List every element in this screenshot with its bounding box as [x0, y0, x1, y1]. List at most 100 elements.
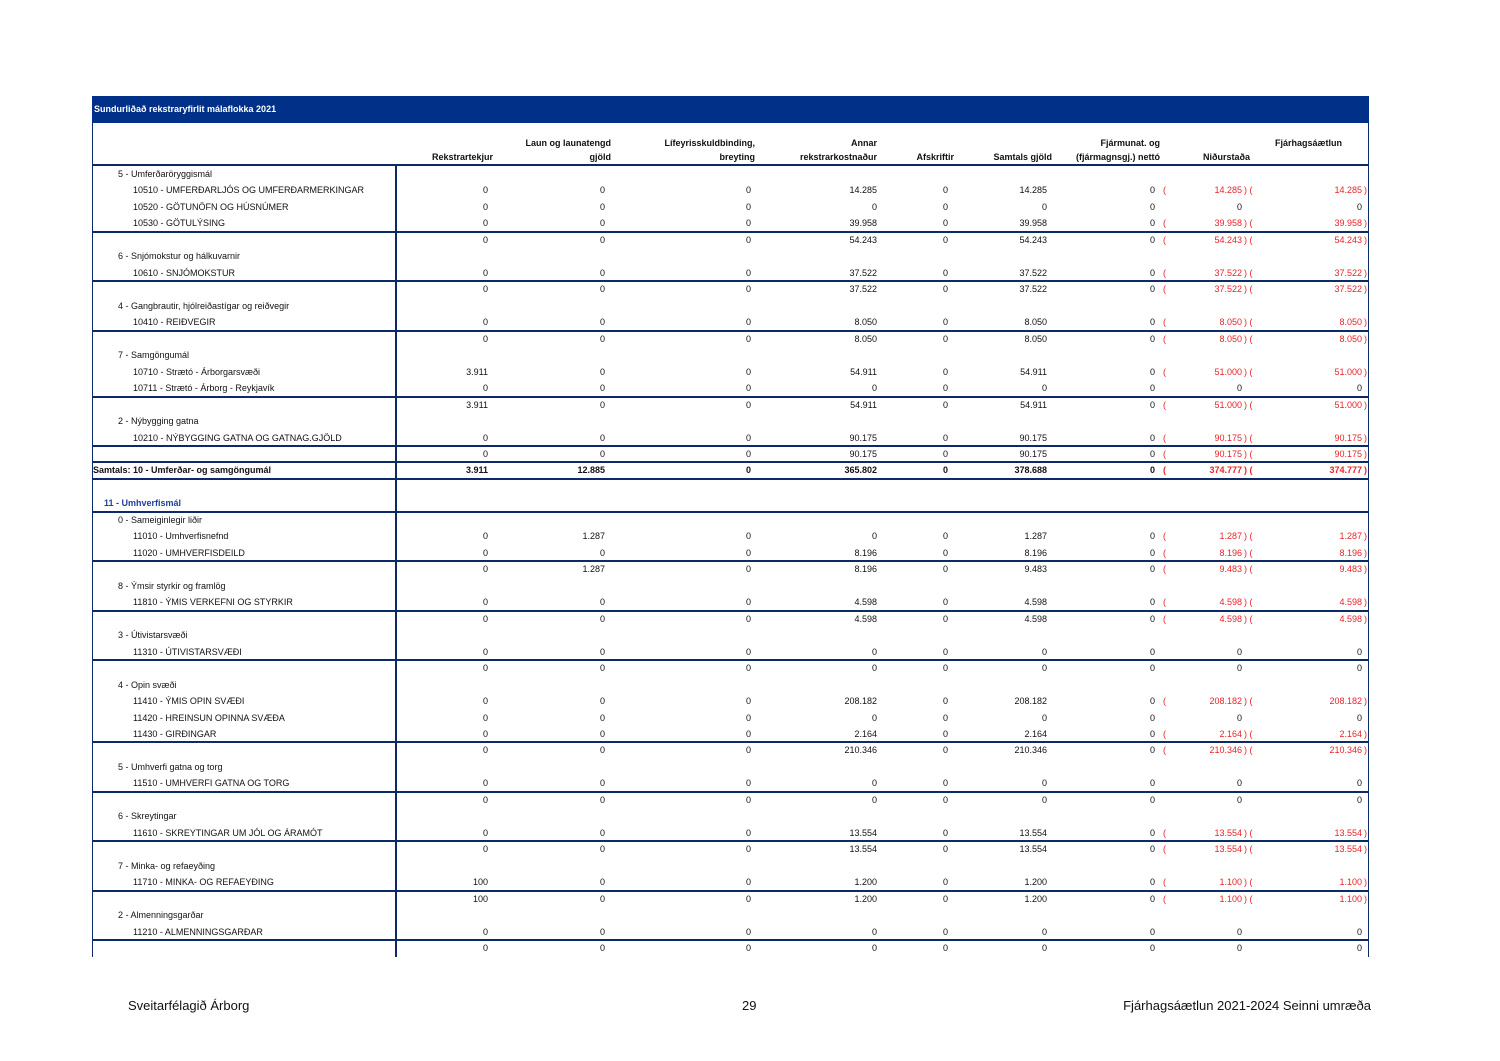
negative-paren: ) ( [1244, 564, 1253, 575]
cell-annar: 0 [871, 383, 877, 394]
cell-fjarmunat: 0 [1149, 201, 1155, 212]
cell-rekstrartekjur: 0 [482, 284, 488, 295]
cell-afskriftir: 0 [942, 926, 948, 937]
cell-nidurstada: 13.554 [1214, 844, 1242, 855]
group-row: 3 - Útivistarsvæði [92, 627, 1369, 643]
cell-rekstrartekjur: 0 [482, 218, 488, 229]
cell-laun: 0 [599, 745, 605, 756]
cell-rekstrartekjur: 0 [482, 712, 488, 723]
cell-annar: 4.598 [854, 613, 877, 624]
cell-rekstrartekjur: 0 [482, 317, 488, 328]
cell-samtals: 13.554 [1019, 844, 1047, 855]
cell-fjarmunat: 0 [1149, 943, 1155, 954]
cell-laun: 1.287 [582, 531, 605, 542]
cell-rekstrartekjur: 0 [482, 844, 488, 855]
cell-annar: 54.911 [850, 399, 877, 410]
cell-annar: 37.522 [849, 284, 877, 295]
table-row: 11210 - ALMENNINGSGARÐAR 0 0 0 0 0 0 0 0 0 [92, 924, 1369, 940]
cell-afskriftir: 0 [942, 317, 948, 328]
cell-fjarhagsaetlun: 0 [1356, 794, 1362, 805]
cell-afskriftir: 0 [942, 448, 948, 459]
cell-samtals: 2.164 [1024, 728, 1047, 739]
cell-fjarhagsaetlun: 9.483 [1339, 564, 1362, 575]
negative-paren: ) [1364, 333, 1367, 344]
negative-paren: ( [1163, 218, 1166, 229]
total-row: Samtals: 10 - Umferðar- og samgöngumál 3.… [92, 461, 1369, 481]
table-row: 11710 - MINKA- OG REFAEYÐING 100 0 0 1.200 0 1… [92, 874, 1369, 890]
cell-laun: 0 [599, 827, 605, 838]
cell-rekstrartekjur: 0 [482, 926, 488, 937]
table-row: 10710 - Strætó - Árborgarsvæði 3.911 0 0 54.… [92, 364, 1369, 380]
col-samtals: Samtals gjöld [993, 152, 1052, 162]
cell-rekstrartekjur: 0 [482, 613, 488, 624]
cell-rekstrartekjur: 0 [482, 267, 488, 278]
table-row: 10210 - NÝBYGGING GATNA OG GATNAG.GJÖLD 0… [92, 430, 1369, 446]
cell-annar: 208.182 [844, 696, 877, 707]
cell-fjarhagsaetlun: 1.100 [1339, 893, 1362, 904]
row-label: 2 - Nýbygging gatna [118, 416, 199, 427]
cell-fjarhagsaetlun: 0 [1356, 663, 1362, 674]
cell-laun: 0 [599, 383, 605, 394]
subtotal-row: 0 1.287 0 8.196 0 9.483 0 9.483 9.483 () () [92, 560, 1369, 577]
cell-lifeyris: 0 [745, 284, 751, 295]
cell-lifeyris: 0 [745, 218, 751, 229]
table-row: 11310 - ÚTIVISTARSVÆÐI 0 0 0 0 0 0 0 0 0 [92, 644, 1369, 660]
negative-paren: ( [1163, 564, 1166, 575]
cell-fjarhagsaetlun: 374.777 [1329, 465, 1362, 476]
cell-annar: 54.911 [850, 366, 877, 377]
negative-paren: ( [1163, 531, 1166, 542]
cell-fjarhagsaetlun: 210.346 [1329, 745, 1362, 756]
row-label: 10710 - Strætó - Árborgarsvæði [133, 366, 261, 377]
negative-paren: ) [1364, 893, 1367, 904]
cell-fjarhagsaetlun: 8.050 [1339, 333, 1362, 344]
cell-samtals: 90.175 [1019, 448, 1047, 459]
cell-laun: 0 [599, 926, 605, 937]
negative-paren: ) ( [1244, 333, 1253, 344]
cell-afskriftir: 0 [942, 745, 948, 756]
table-row: 11430 - GIRÐINGAR 0 0 0 2.164 0 2.164 0 2.164 2.1… [92, 726, 1369, 742]
header-divider [92, 164, 1369, 166]
negative-paren: ) [1364, 728, 1367, 739]
cell-rekstrartekjur: 100 [472, 893, 488, 904]
cell-laun: 0 [599, 201, 605, 212]
subtotal-row: 3.911 0 0 54.911 0 54.911 0 51.000 51.000 () () [92, 395, 1369, 413]
negative-paren: ( [1163, 827, 1166, 838]
cell-annar: 13.554 [849, 827, 877, 838]
negative-paren: ) ( [1244, 728, 1253, 739]
cell-rekstrartekjur: 0 [482, 827, 488, 838]
cell-afskriftir: 0 [942, 893, 948, 904]
cell-samtals: 4.598 [1024, 597, 1047, 608]
cell-laun: 1.287 [582, 564, 605, 575]
cell-fjarmunat: 0 [1149, 448, 1155, 459]
cell-annar: 8.050 [854, 333, 877, 344]
cell-laun: 0 [599, 778, 605, 789]
cell-laun: 0 [599, 696, 605, 707]
cell-samtals: 14.285 [1019, 185, 1047, 196]
negative-paren: ( [1163, 284, 1166, 295]
col-laun-line2: gjöld [589, 152, 612, 162]
table-row: 11410 - ÝMIS OPIN SVÆÐI 0 0 0 208.182 0 208.18… [92, 693, 1369, 709]
cell-fjarmunat: 0 [1149, 728, 1155, 739]
group-row: 0 - Sameiginlegir liðir [92, 512, 1369, 528]
cell-laun: 0 [599, 317, 605, 328]
cell-rekstrartekjur: 0 [482, 696, 488, 707]
cell-fjarmunat: 0 [1149, 564, 1155, 575]
subtotal-row: 0 0 0 0 0 0 0 0 0 [92, 790, 1369, 808]
cell-lifeyris: 0 [745, 844, 751, 855]
negative-paren: ) ( [1244, 465, 1253, 476]
col-annar-line1: Annar [850, 138, 877, 148]
subtotal-row: 0 0 0 0 0 0 0 0 0 [92, 939, 1369, 956]
cell-afskriftir: 0 [942, 333, 948, 344]
cell-annar: 0 [871, 794, 877, 805]
cell-fjarmunat: 0 [1149, 794, 1155, 805]
cell-laun: 0 [599, 728, 605, 739]
row-label: 11430 - GIRÐINGAR [133, 728, 217, 739]
cell-rekstrartekjur: 0 [482, 597, 488, 608]
cell-annar: 14.285 [849, 185, 877, 196]
cell-fjarmunat: 0 [1149, 745, 1155, 756]
negative-paren: ( [1163, 185, 1166, 196]
cell-samtals: 1.287 [1024, 531, 1047, 542]
negative-paren: ) ( [1244, 185, 1253, 196]
row-label: 11810 - ÝMIS VERKEFNI OG STYRKIR [133, 597, 293, 608]
cell-annar: 0 [871, 943, 877, 954]
